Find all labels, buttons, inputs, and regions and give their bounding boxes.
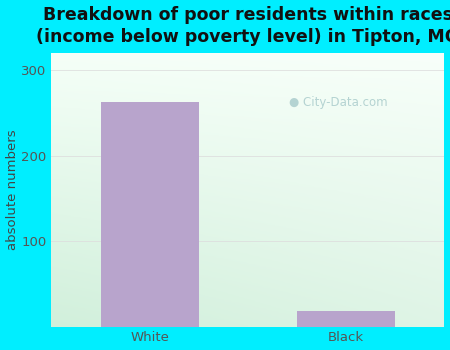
Y-axis label: absolute numbers: absolute numbers: [5, 130, 18, 250]
Text: ● City-Data.com: ● City-Data.com: [289, 96, 387, 108]
Title: Breakdown of poor residents within races
(income below poverty level) in Tipton,: Breakdown of poor residents within races…: [36, 6, 450, 46]
Bar: [297, 311, 395, 327]
Bar: [100, 103, 199, 327]
